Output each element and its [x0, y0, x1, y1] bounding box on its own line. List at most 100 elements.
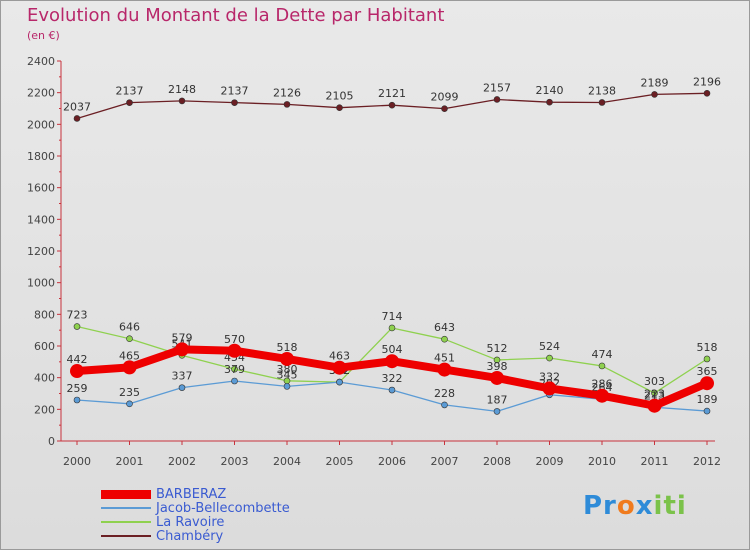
- y-tick-label: 400: [34, 372, 55, 385]
- data-point-chambery: [126, 99, 133, 106]
- x-tick-label: 2010: [588, 455, 616, 468]
- data-label-barberaz: 451: [434, 352, 455, 365]
- x-tick-label: 2011: [641, 455, 669, 468]
- data-label-la-ravoire: 714: [382, 310, 403, 323]
- data-label-jacob-bellecombette: 213: [644, 389, 665, 402]
- legend-item-jacob-bellecombette: Jacob-Bellecombette: [101, 501, 401, 516]
- proxiti-logo: Proxiti: [583, 491, 687, 521]
- data-label-jacob-bellecombette: 259: [67, 382, 88, 395]
- data-label-chambery: 2157: [483, 81, 511, 94]
- data-label-barberaz: 332: [539, 370, 560, 383]
- data-label-barberaz: 398: [487, 360, 508, 373]
- data-point-chambery: [231, 99, 238, 106]
- y-tick-label: 2200: [27, 87, 55, 100]
- data-point-chambery: [388, 101, 396, 109]
- data-point-barberaz: [332, 360, 347, 375]
- data-label-barberaz: 365: [697, 365, 718, 378]
- y-tick-label: 1400: [27, 213, 55, 226]
- legend-label-la-ravoire: La Ravoire: [156, 515, 225, 530]
- chart-title: Evolution du Montant de la Dette par Hab…: [27, 5, 445, 26]
- data-label-chambery: 2121: [378, 87, 406, 100]
- data-point-chambery: [493, 96, 501, 103]
- data-point-la-ravoire: [441, 335, 448, 343]
- legend-swatch-barberaz: [101, 490, 151, 499]
- data-label-jacob-bellecombette: 189: [697, 393, 718, 406]
- legend-swatch-chambery: [101, 535, 151, 537]
- x-tick-label: 2008: [483, 455, 511, 468]
- data-label-chambery: 2037: [63, 100, 91, 113]
- data-label-barberaz: 223: [644, 388, 665, 401]
- data-label-barberaz: 504: [382, 343, 403, 356]
- data-point-la-ravoire: [651, 389, 658, 397]
- x-tick-label: 2000: [63, 455, 91, 468]
- data-point-barberaz: [175, 342, 189, 357]
- data-point-barberaz: [595, 388, 609, 403]
- data-point-la-ravoire: [493, 356, 501, 364]
- data-point-la-ravoire: [598, 362, 606, 370]
- data-label-jacob-bellecombette: 345: [277, 368, 298, 381]
- data-point-jacob-bellecombette: [178, 384, 186, 391]
- y-tick-label: 1000: [27, 277, 55, 290]
- legend-swatch-jacob-bellecombette: [101, 507, 151, 509]
- data-label-barberaz: 442: [67, 353, 88, 366]
- data-label-chambery: 2105: [326, 90, 354, 103]
- data-point-barberaz: [122, 360, 137, 375]
- x-tick-label: 2006: [378, 455, 406, 468]
- data-label-la-ravoire: 643: [434, 321, 455, 334]
- data-point-chambery: [651, 91, 658, 98]
- data-point-barberaz: [542, 381, 557, 396]
- data-point-jacob-bellecombette: [703, 407, 711, 415]
- x-tick-label: 2004: [273, 455, 301, 468]
- legend: BARBERAZ Jacob-Bellecombette La Ravoire …: [101, 487, 401, 544]
- data-label-la-ravoire: 518: [697, 341, 718, 354]
- data-point-jacob-bellecombette: [231, 377, 238, 385]
- legend-label-barberaz: BARBERAZ: [156, 487, 227, 502]
- data-label-jacob-bellecombette: 235: [119, 386, 140, 399]
- data-point-la-ravoire: [231, 365, 238, 373]
- data-label-la-ravoire: 303: [644, 375, 665, 388]
- legend-item-barberaz: BARBERAZ: [101, 487, 401, 502]
- data-point-la-ravoire: [73, 323, 81, 330]
- data-point-jacob-bellecombette: [336, 378, 343, 386]
- data-point-jacob-bellecombette: [388, 386, 396, 394]
- data-label-chambery: 2189: [641, 76, 669, 89]
- data-point-chambery: [703, 90, 711, 97]
- data-label-barberaz: 463: [329, 350, 350, 363]
- data-point-barberaz: [647, 398, 662, 413]
- y-tick-label: 200: [34, 403, 55, 416]
- data-label-jacob-bellecombette: 379: [224, 363, 245, 376]
- legend-label-chambery: Chambéry: [156, 529, 224, 544]
- data-point-chambery: [336, 104, 343, 112]
- data-point-jacob-bellecombette: [493, 408, 501, 415]
- data-point-barberaz: [70, 364, 84, 379]
- y-tick-label: 1200: [27, 245, 55, 258]
- data-point-chambery: [441, 105, 448, 112]
- data-label-barberaz: 465: [119, 349, 140, 362]
- data-label-chambery: 2138: [588, 84, 616, 97]
- data-point-chambery: [73, 115, 81, 122]
- data-label-barberaz: 286: [592, 378, 613, 391]
- data-point-jacob-bellecombette: [283, 383, 291, 390]
- y-tick-label: 2000: [27, 118, 55, 131]
- data-label-jacob-bellecombette: 228: [434, 387, 455, 400]
- chart-subtitle: (en €): [27, 29, 60, 42]
- data-point-la-ravoire: [546, 354, 553, 362]
- data-label-jacob-bellecombette: 337: [172, 370, 193, 383]
- data-point-barberaz: [280, 351, 294, 366]
- data-point-jacob-bellecombette: [126, 400, 133, 408]
- y-tick-label: 800: [34, 308, 55, 321]
- data-point-chambery: [283, 101, 291, 108]
- data-point-barberaz: [490, 370, 504, 385]
- x-tick-label: 2012: [693, 455, 721, 468]
- data-point-barberaz: [437, 362, 452, 377]
- data-label-chambery: 2137: [116, 85, 144, 98]
- data-label-la-ravoire: 380: [277, 363, 298, 376]
- data-point-chambery: [598, 99, 606, 106]
- legend-label-jacob-bellecombette: Jacob-Bellecombette: [156, 501, 290, 516]
- data-point-jacob-bellecombette: [73, 396, 81, 404]
- data-point-barberaz: [385, 354, 399, 369]
- x-tick-label: 2009: [536, 455, 564, 468]
- data-label-barberaz: 518: [277, 341, 298, 354]
